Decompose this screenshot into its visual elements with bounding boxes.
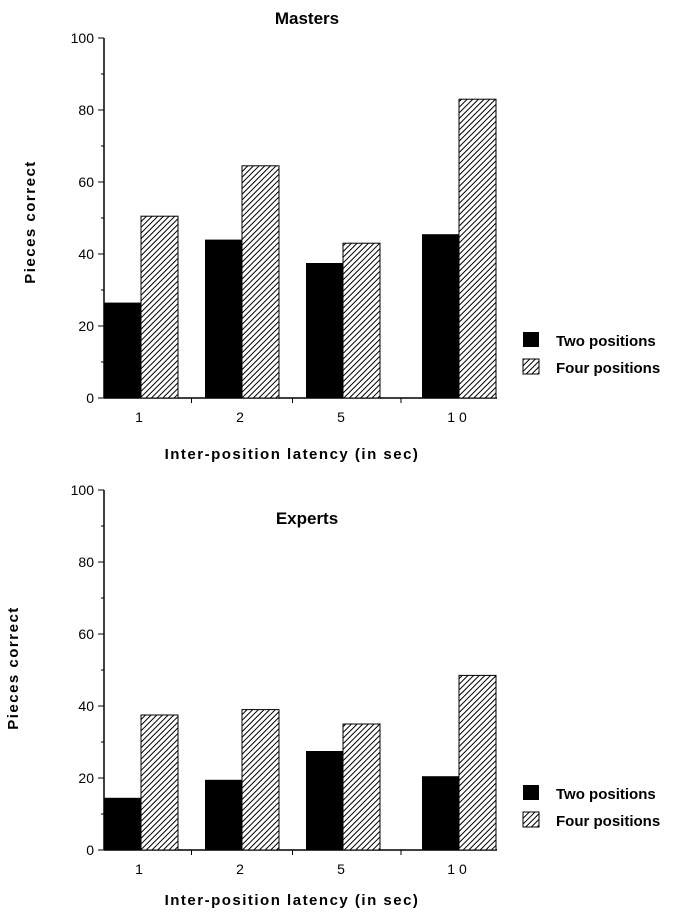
- bar-two-positions: [422, 234, 459, 398]
- bar-four-positions: [140, 714, 179, 851]
- x-tick-label: 2: [236, 861, 244, 877]
- legend: Two positions Four positions: [522, 785, 660, 830]
- legend-swatch-four-positions: [522, 358, 540, 375]
- legend-label-two-positions: Two positions: [556, 333, 656, 350]
- y-tick-label: 80: [78, 554, 94, 570]
- plot-area: 0 20 40 60 80 100 1 2 5 1 0: [71, 30, 497, 425]
- y-tick-label: 100: [71, 30, 95, 46]
- bar-four-positions: [140, 215, 179, 399]
- y-tick-label: 40: [78, 698, 94, 714]
- bar-two-positions: [104, 302, 141, 398]
- x-tick-label: 5: [337, 861, 345, 877]
- legend-label-four-positions: Four positions: [556, 360, 660, 377]
- x-tick-label: 1 0: [447, 409, 467, 425]
- x-tick-label: 2: [236, 409, 244, 425]
- y-axis-label: Pieces correct: [5, 606, 22, 730]
- chart-title: Experts: [276, 509, 338, 528]
- x-axis-label: Inter-position latency (in sec): [165, 446, 420, 463]
- bar-two-positions: [306, 263, 343, 398]
- chart-panel-masters: Masters Pieces correct Inter-position la…: [22, 9, 660, 463]
- bar-two-positions: [205, 239, 242, 398]
- y-tick-label: 20: [78, 318, 94, 334]
- x-tick-label: 1 0: [447, 861, 467, 877]
- chart-title: Masters: [275, 9, 339, 28]
- legend-swatch-four-positions: [522, 811, 540, 828]
- bar-four-positions: [342, 242, 381, 399]
- legend-swatch-two-positions: [523, 785, 539, 800]
- bar-two-positions: [422, 776, 459, 850]
- y-tick-label: 20: [78, 770, 94, 786]
- bar-four-positions: [458, 98, 497, 399]
- y-tick-label: 100: [71, 482, 95, 498]
- plot-area: 0 20 40 60 80 100 1 2 5 1 0: [71, 482, 497, 877]
- bar-four-positions: [458, 674, 497, 851]
- bar-four-positions: [342, 723, 381, 851]
- legend: Two positions Four positions: [522, 332, 660, 377]
- bar-four-positions: [241, 165, 280, 399]
- y-axis-label: Pieces correct: [22, 160, 39, 284]
- legend-label-two-positions: Two positions: [556, 786, 656, 803]
- y-tick-label: 60: [78, 174, 94, 190]
- y-tick-label: 40: [78, 246, 94, 262]
- chart-panel-experts: Experts Pieces correct Inter-position la…: [5, 482, 660, 909]
- y-tick-label: 80: [78, 102, 94, 118]
- x-tick-label: 1: [135, 409, 143, 425]
- y-tick-label: 0: [86, 842, 94, 858]
- bar-two-positions: [205, 779, 242, 850]
- bar-two-positions: [104, 797, 141, 850]
- legend-label-four-positions: Four positions: [556, 813, 660, 830]
- x-axis-label: Inter-position latency (in sec): [165, 892, 420, 909]
- legend-swatch-two-positions: [523, 332, 539, 347]
- x-tick-label: 1: [135, 861, 143, 877]
- bar-two-positions: [306, 751, 343, 850]
- y-tick-label: 60: [78, 626, 94, 642]
- y-tick-label: 0: [86, 390, 94, 406]
- bar-four-positions: [241, 709, 280, 851]
- x-tick-label: 5: [337, 409, 345, 425]
